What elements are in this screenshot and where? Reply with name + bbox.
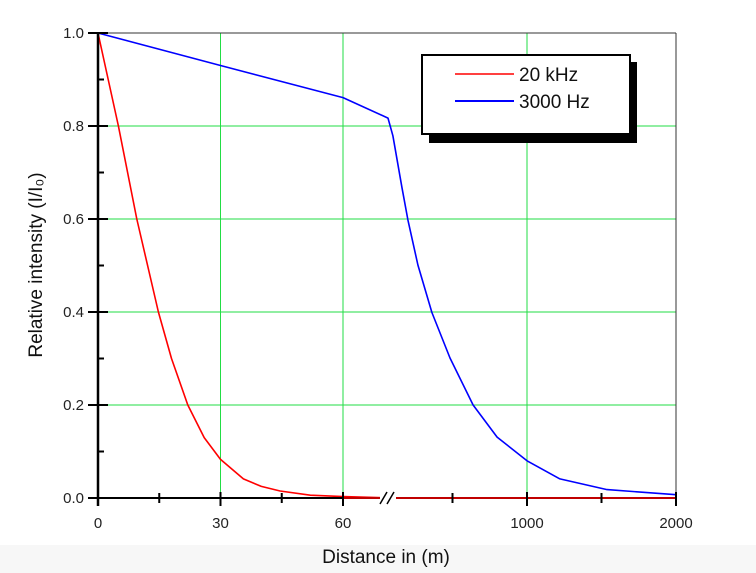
bottom-strip xyxy=(0,545,756,573)
plot-frame xyxy=(98,32,677,498)
y-axis-title: Relative intensity (I/I₀) xyxy=(26,172,47,357)
y-tick-label: 0.8 xyxy=(63,118,84,135)
x-tick-label: 2000 xyxy=(659,515,692,532)
x-tick-label: 1000 xyxy=(510,515,543,532)
legend-label-3000hz: 3000 Hz xyxy=(519,92,590,113)
tick-labels: 0.0 0.2 0.4 0.6 0.8 1.0 0 30 60 1000 2000 xyxy=(63,25,693,532)
y-tick-label: 0.4 xyxy=(63,304,84,321)
y-tick-label: 0.2 xyxy=(63,397,84,414)
grid xyxy=(98,33,676,498)
x-tick-label: 30 xyxy=(212,515,229,532)
series-line-3000-hz xyxy=(97,32,677,496)
legend-label-20khz: 20 kHz xyxy=(519,65,578,86)
x-axis-title: Distance in (m) xyxy=(322,547,450,568)
x-tick-label: 0 xyxy=(94,515,102,532)
legend-box xyxy=(421,54,631,135)
axis-break-mark xyxy=(379,491,388,505)
y-tick-label: 0.6 xyxy=(63,211,84,228)
legend: 20 kHz 3000 Hz xyxy=(421,54,637,143)
axes xyxy=(88,32,677,506)
y-tick-label: 1.0 xyxy=(63,25,84,42)
axis-break-mark xyxy=(386,491,395,505)
y-tick-label: 0.0 xyxy=(63,490,84,507)
x-tick-label: 60 xyxy=(335,515,352,532)
